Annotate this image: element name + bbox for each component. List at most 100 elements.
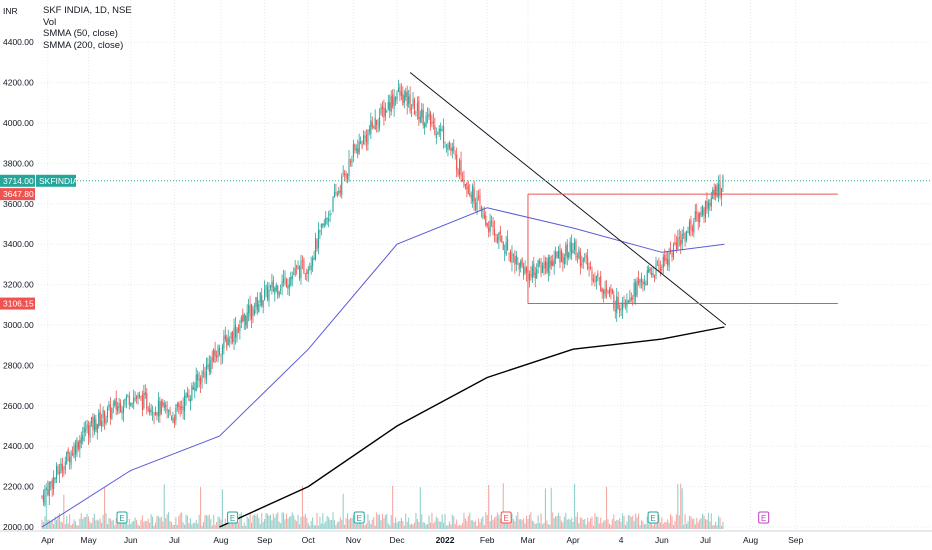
candle-body bbox=[226, 336, 228, 348]
candle-body bbox=[639, 279, 641, 286]
volume-bar bbox=[352, 515, 354, 529]
candle bbox=[495, 233, 497, 243]
candle-body bbox=[565, 245, 567, 256]
volume-bar bbox=[179, 513, 181, 529]
candle bbox=[479, 188, 481, 211]
volume-bar bbox=[720, 525, 723, 529]
candle bbox=[636, 277, 638, 298]
candle bbox=[357, 139, 359, 159]
indicator-smma50[interactable]: SMMA (50, close) bbox=[43, 28, 118, 39]
candle-body bbox=[501, 235, 503, 242]
candle bbox=[207, 357, 209, 370]
volume-bar bbox=[537, 515, 539, 529]
candle-body bbox=[563, 257, 565, 265]
candle bbox=[575, 238, 577, 262]
candle bbox=[298, 265, 301, 281]
candle-body bbox=[335, 192, 337, 194]
candle-body bbox=[210, 359, 212, 374]
candle-body bbox=[629, 298, 631, 303]
candle-body bbox=[434, 125, 436, 135]
volume-bar bbox=[517, 512, 519, 529]
candle bbox=[194, 382, 196, 399]
indicator-smma200[interactable]: SMMA (200, close) bbox=[43, 39, 124, 51]
candle bbox=[105, 415, 107, 426]
candle bbox=[659, 260, 661, 277]
volume-bar bbox=[368, 520, 370, 529]
indicator-vol[interactable]: Vol bbox=[43, 16, 57, 28]
candle bbox=[149, 402, 151, 416]
candle-body bbox=[197, 374, 199, 381]
volume-bar bbox=[483, 525, 485, 529]
volume-bar bbox=[58, 513, 61, 529]
volume-bar bbox=[202, 521, 205, 529]
volume-bar bbox=[90, 523, 93, 529]
volume-bar bbox=[435, 516, 437, 529]
candle bbox=[371, 116, 373, 130]
candle-body bbox=[357, 148, 359, 155]
candle-body bbox=[82, 435, 84, 441]
candle bbox=[163, 400, 165, 411]
candle-body bbox=[224, 335, 226, 339]
volume-bar bbox=[136, 520, 138, 529]
candle-body bbox=[252, 307, 254, 316]
volume-bar bbox=[131, 521, 133, 529]
volume-bar bbox=[51, 519, 53, 529]
candle bbox=[557, 245, 560, 259]
volume-bar bbox=[149, 522, 151, 529]
volume-bar bbox=[690, 516, 692, 529]
volume-bar bbox=[106, 524, 109, 529]
candle bbox=[381, 101, 384, 118]
candle bbox=[213, 348, 215, 363]
volume-bar bbox=[617, 520, 619, 529]
volume-bar bbox=[443, 522, 445, 529]
candle bbox=[296, 264, 298, 275]
last-price-tag-bg bbox=[0, 174, 35, 187]
candle bbox=[282, 269, 285, 287]
candle bbox=[76, 436, 78, 457]
candle-body bbox=[67, 449, 69, 454]
candle bbox=[168, 409, 170, 418]
candle bbox=[141, 390, 143, 417]
volume-bar bbox=[461, 522, 464, 529]
volume-bar bbox=[259, 523, 261, 529]
candle-body bbox=[635, 282, 637, 297]
x-tick-label: 4 bbox=[619, 535, 624, 545]
volume-bar bbox=[552, 512, 554, 529]
candle-body bbox=[152, 412, 154, 414]
candle bbox=[319, 229, 321, 240]
candle-body bbox=[440, 128, 442, 132]
chart-title[interactable]: SKF INDIA, 1D, NSE bbox=[43, 5, 132, 16]
volume-bar bbox=[226, 523, 228, 529]
candle-body bbox=[651, 272, 653, 276]
candle-body bbox=[380, 107, 382, 115]
volume-bar bbox=[489, 521, 491, 529]
candle-body bbox=[96, 424, 98, 433]
volume-bar bbox=[578, 523, 580, 529]
candle bbox=[347, 173, 349, 184]
candle-body bbox=[416, 103, 418, 111]
candle bbox=[688, 218, 691, 236]
candle bbox=[617, 291, 619, 310]
earnings-marker-box bbox=[500, 511, 512, 524]
volume-bar bbox=[333, 520, 336, 529]
candle bbox=[339, 184, 341, 198]
volume-bar bbox=[163, 484, 165, 529]
candle-body bbox=[325, 217, 327, 224]
volume-bar bbox=[713, 525, 715, 529]
candle-body bbox=[250, 304, 253, 320]
volume-bar bbox=[287, 519, 289, 529]
candle bbox=[399, 83, 401, 102]
candle-body bbox=[256, 297, 258, 310]
volume-bar bbox=[345, 518, 347, 529]
candle bbox=[198, 371, 200, 388]
candle-body bbox=[649, 269, 651, 272]
volume-bar bbox=[198, 514, 200, 529]
volume-bar bbox=[291, 512, 293, 529]
candle bbox=[694, 204, 696, 223]
candle bbox=[405, 87, 407, 101]
volume-bar bbox=[563, 516, 565, 529]
volume-bar bbox=[534, 523, 536, 529]
candle-body bbox=[64, 461, 66, 471]
candle-body bbox=[245, 316, 247, 326]
